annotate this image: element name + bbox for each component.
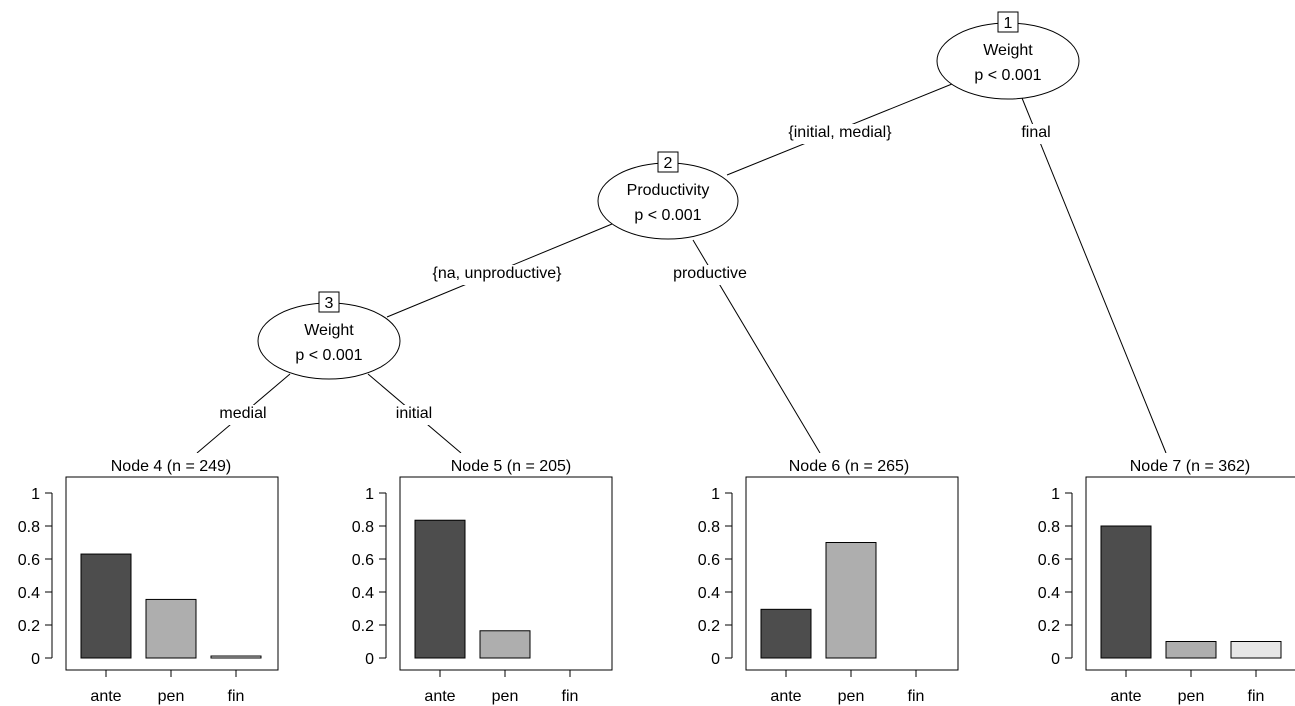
panel-title: Node 5 (n = 205) [451,458,572,475]
node-variable: Productivity [627,182,710,199]
terminal-node-6: Node 6 (n = 265) 0 0.2 0.4 0.6 0.8 1 ante pen fin [698,453,959,705]
node-p-value: p < 0.001 [295,347,362,364]
x-tick-label: fin [228,688,245,705]
node-p-value: p < 0.001 [974,67,1041,84]
bar-ante [414,519,466,659]
edge-label: {initial, medial} [788,124,892,141]
y-tick-label: 1 [711,486,720,503]
bar-fin [1230,641,1282,659]
bar-pen [1165,641,1217,659]
y-tick-label: 1 [1051,486,1060,503]
panel-title: Node 6 (n = 265) [789,458,910,475]
x-tick-label: fin [1248,688,1265,705]
bar-pen [825,542,877,659]
y-tick-label: 0.4 [352,585,374,602]
nodes-layer: 1 Weight p < 0.001 2 Productivity p < 0.001 3 W… [257,11,1080,380]
node-variable: Weight [983,42,1033,59]
y-tick-label: 0.6 [1038,552,1060,569]
edge-label-bg [1010,124,1062,144]
x-tick-label: pen [1178,688,1205,705]
panel-title-bg [777,453,921,475]
panel-title-bg [1118,453,1262,475]
edge-label: {na, unproductive} [433,265,563,282]
y-tick-label: 0.4 [1038,585,1060,602]
node-ellipse [936,22,1080,100]
y-tick-label: 0 [1051,651,1060,668]
node-id: 2 [664,155,673,172]
node-ellipse [597,162,739,240]
y-tick-label: 0 [365,651,374,668]
y-tick-label: 0 [31,651,40,668]
node-id-box [997,11,1019,33]
y-tick-label: 0.8 [18,519,40,536]
bar-fin [210,655,262,659]
bar-pen [145,598,197,659]
x-tick-label: pen [492,688,519,705]
edge-label-bg [415,265,579,285]
x-tick-label: ante [90,688,121,705]
bar-pen [479,630,531,659]
x-tick-label: ante [424,688,455,705]
y-tick-label: 0.4 [18,585,40,602]
node-id-box [657,151,679,173]
x-tick-label: fin [908,688,925,705]
y-tick-label: 0.8 [352,519,374,536]
y-tick-label: 0.2 [698,618,720,635]
node-id-box [318,291,340,313]
edge-label-bg [379,405,449,425]
x-tick-label: ante [770,688,801,705]
bar-ante [1100,525,1152,659]
edge-label: productive [673,265,747,282]
panel-title-bg [439,453,583,475]
edge-1-7 [1021,97,1167,454]
edge-label: initial [396,405,432,422]
panel-title-bg [99,453,243,475]
node-variable: Weight [304,322,354,339]
y-tick-label: 0.6 [18,552,40,569]
x-tick-label: pen [158,688,185,705]
inner-node-1: 1 Weight p < 0.001 [936,11,1080,100]
y-tick-label: 0.6 [698,552,720,569]
node-id: 3 [325,295,334,312]
y-tick-label: 1 [31,486,40,503]
edge-label-bg [762,124,918,144]
bar-ante [80,553,132,659]
x-tick-label: pen [838,688,865,705]
panels-layer: Node 4 (n = 249) 0 0.2 0.4 0.6 0.8 1 ante pen fin… [18,453,1295,705]
inner-node-2: 2 Productivity p < 0.001 [597,151,739,240]
terminal-node-4: Node 4 (n = 249) 0 0.2 0.4 0.6 0.8 1 ante pen fin [18,453,279,705]
node-ellipse [257,302,401,380]
node-p-value: p < 0.001 [634,207,701,224]
edge-label: medial [219,405,266,422]
edge-label-bg [663,265,757,285]
y-tick-label: 0.4 [698,585,720,602]
y-tick-label: 0.2 [352,618,374,635]
inner-node-3: 3 Weight p < 0.001 [257,291,401,380]
panel-title: Node 7 (n = 362) [1130,458,1251,475]
y-tick-label: 0.8 [698,519,720,536]
x-tick-label: fin [562,688,579,705]
y-tick-label: 0.6 [352,552,374,569]
edges-layer: {initial, medial} final {na, unproductive}… [196,83,1167,454]
y-tick-label: 0.2 [18,618,40,635]
node-id: 1 [1004,15,1013,32]
panel-title: Node 4 (n = 249) [111,458,232,475]
bar-ante [760,608,812,659]
y-tick-label: 0 [711,651,720,668]
edge-label-bg [213,405,273,425]
terminal-node-7: Node 7 (n = 362) 0 0.2 0.4 0.6 0.8 1 ante pen fin [1038,453,1295,705]
edge-label: final [1021,124,1050,141]
x-tick-label: ante [1110,688,1141,705]
y-tick-label: 0.2 [1038,618,1060,635]
y-tick-label: 1 [365,486,374,503]
y-tick-label: 0.8 [1038,519,1060,536]
terminal-node-5: Node 5 (n = 205) 0 0.2 0.4 0.6 0.8 1 ante pen fin [352,453,613,705]
